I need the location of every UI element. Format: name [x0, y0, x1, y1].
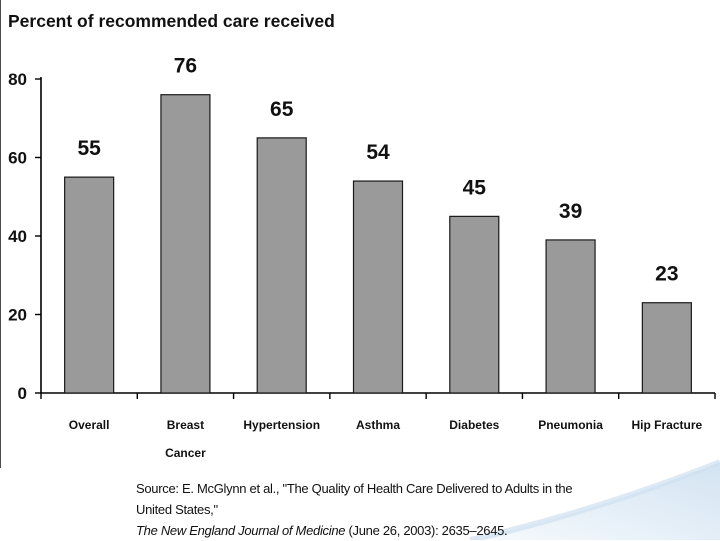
data-label: 23: [655, 263, 678, 286]
bar: [256, 137, 307, 394]
bar: [545, 239, 596, 394]
bar: [352, 180, 404, 394]
source-pages: (June 26, 2003): 2635–2645.: [345, 523, 508, 538]
x-tick-label: Asthma: [356, 418, 400, 432]
x-tick-label: Pneumonia: [538, 418, 603, 432]
bar: [160, 94, 211, 394]
y-tick-label: 0: [18, 384, 27, 403]
chart-title: Percent of recommended care received: [8, 11, 335, 31]
source-line-2: The New England Journal of Medicine (Jun…: [136, 520, 606, 541]
data-label: 65: [270, 98, 294, 121]
y-tick-label: 80: [8, 70, 27, 89]
bar: [641, 302, 692, 394]
data-label: 76: [174, 55, 197, 78]
data-label: 39: [559, 200, 582, 223]
data-label: 45: [463, 176, 487, 199]
x-tick-label: Overall: [69, 418, 110, 432]
y-tick-label: 20: [8, 306, 27, 325]
data-label: 54: [366, 141, 390, 164]
source-citation: Source: E. McGlynn et al., "The Quality …: [136, 478, 606, 541]
data-label: 55: [77, 137, 101, 160]
bar: [64, 176, 115, 394]
x-tick-label: Cancer: [165, 446, 206, 460]
journal-name: The New England Journal of Medicine: [136, 523, 346, 538]
source-line-1: Source: E. McGlynn et al., "The Quality …: [136, 481, 573, 517]
x-tick-label: Hip Fracture: [632, 418, 703, 432]
bar: [449, 215, 500, 394]
y-tick-label: 40: [8, 227, 27, 246]
plot-area: 0 20 40 60 80 55 Overall 76 Breast Cancer 65 Hypert…: [8, 55, 716, 460]
x-tick-label: Diabetes: [449, 418, 499, 432]
x-tick-label: Breast: [167, 418, 204, 432]
decorative-swoosh-edge: [469, 459, 720, 540]
decorative-swoosh: [470, 462, 720, 540]
y-tick-label: 60: [8, 149, 27, 168]
x-tick-label: Hypertension: [243, 418, 320, 432]
